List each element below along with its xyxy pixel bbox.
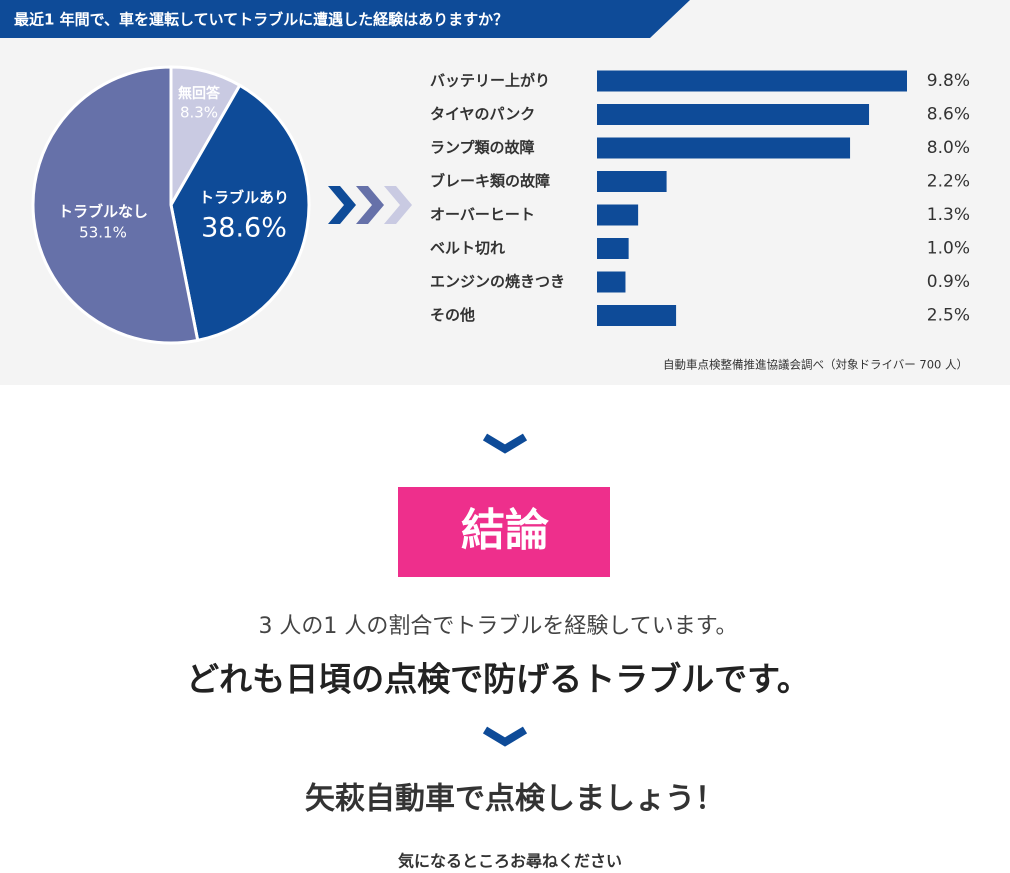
bar xyxy=(597,137,851,159)
arrows xyxy=(328,186,412,224)
pie-slice xyxy=(31,65,200,345)
bar-label: ランプ類の故障 xyxy=(430,139,535,157)
bar xyxy=(597,70,907,92)
bar-value: 1.3% xyxy=(927,205,970,225)
slice-label: トラブルなし xyxy=(58,203,148,221)
bar xyxy=(597,171,667,192)
bar-label: エンジンの焼きつき xyxy=(430,273,565,291)
bar-label: ベルト切れ xyxy=(430,239,505,257)
bar xyxy=(597,271,626,293)
bar xyxy=(597,104,870,125)
slice-value: 38.6% xyxy=(201,213,287,244)
source-note: 自動車点検整備推進協議会調べ（対象ドライバー 700 人） xyxy=(663,358,968,372)
badge xyxy=(398,487,610,577)
conclusion-headline: どれも日頃の点検で防げるトラブルです。 xyxy=(186,660,810,699)
slice-value: 53.1% xyxy=(79,224,127,242)
bar xyxy=(597,305,677,326)
bar-label: オーバーヒート xyxy=(430,206,535,224)
bar xyxy=(597,238,629,259)
bar xyxy=(597,204,639,226)
bar-value: 2.2% xyxy=(927,172,970,192)
sub-text: 気になるところお尋ねください xyxy=(398,852,622,871)
slice-label: トラブルあり xyxy=(199,189,289,207)
bar-value: 9.8% xyxy=(927,71,970,91)
bar-label: ブレーキ類の故障 xyxy=(430,172,550,190)
down-chevron xyxy=(482,433,528,454)
badge-text: 結論 xyxy=(461,505,549,556)
bar-value: 0.9% xyxy=(927,272,970,292)
bar-label: バッテリー上がり xyxy=(430,72,550,90)
bar-value: 8.6% xyxy=(927,105,970,125)
bar-value: 2.5% xyxy=(927,306,970,326)
bar-label: タイヤのパンク xyxy=(430,105,535,123)
slice-value: 8.3% xyxy=(180,104,218,122)
header-band xyxy=(0,0,690,38)
down-chevron xyxy=(482,726,528,747)
bar-label: その他 xyxy=(430,306,475,324)
conclusion-line: 3 人の1 人の割合でトラブルを経験しています。 xyxy=(258,614,737,639)
pie-slice xyxy=(169,83,311,343)
call-to-action: 矢萩自動車で点検しましょう！ xyxy=(305,782,725,817)
bar-value: 8.0% xyxy=(927,138,970,158)
header-title: 最近1 年間で、車を運転していてトラブルに遭遇した経験はありますか？ xyxy=(14,11,508,29)
slice-label: 無回答 xyxy=(178,85,221,102)
bar-value: 1.0% xyxy=(927,239,970,259)
